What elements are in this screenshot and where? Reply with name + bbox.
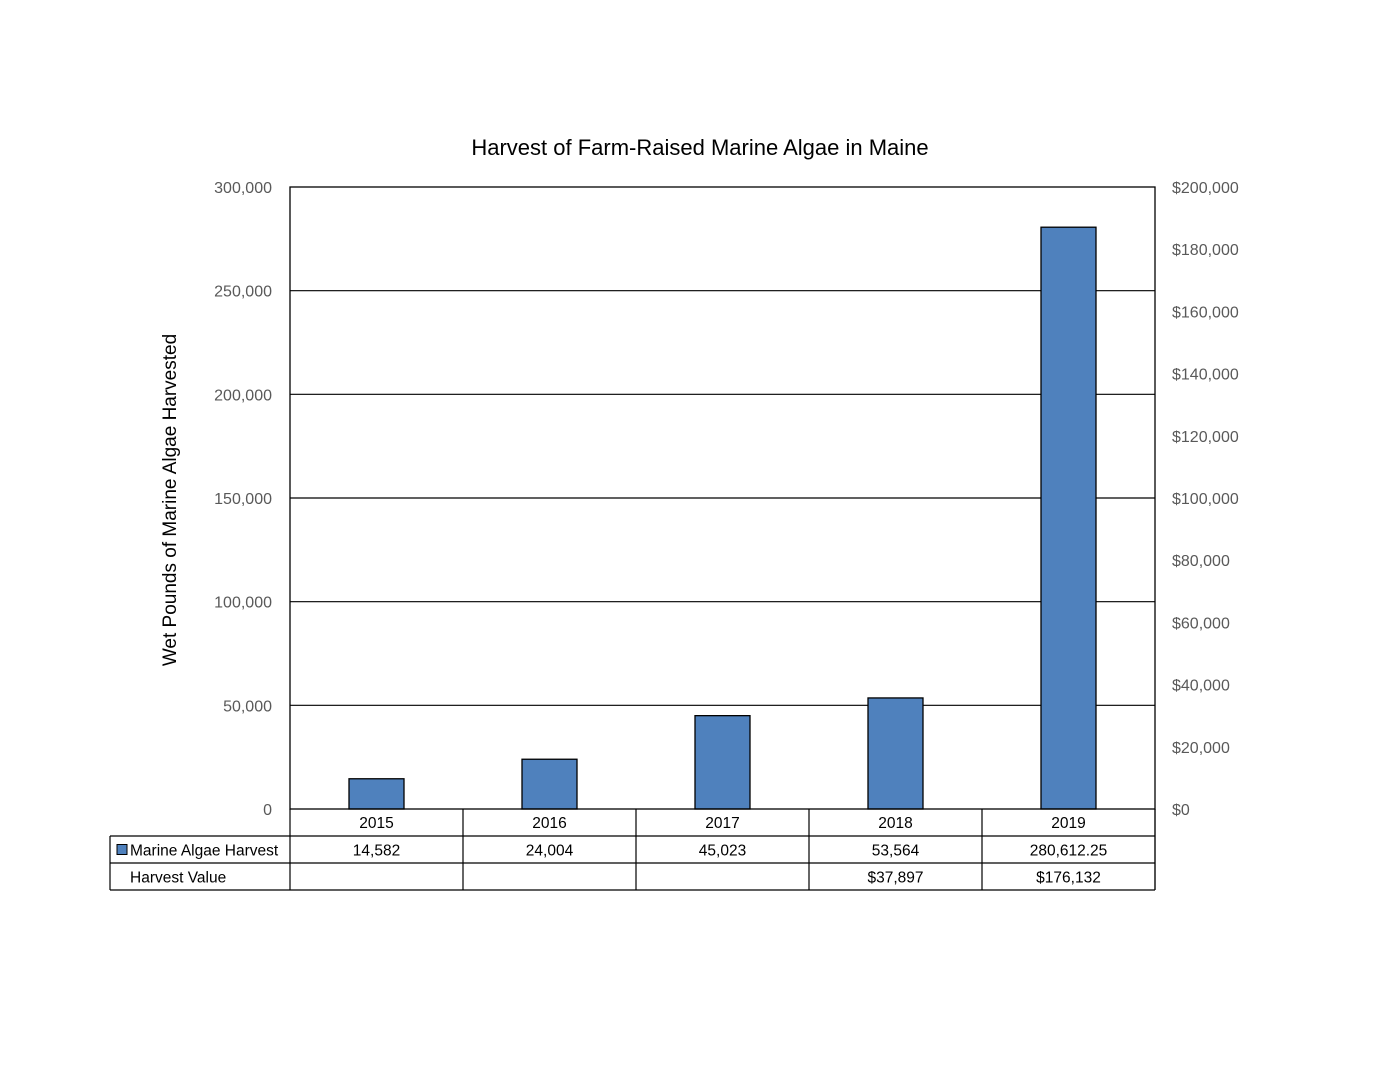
gridlines [290,291,1155,706]
y-axis-ticks: 0 50,000 100,000 150,000 200,000 250,000 300,0… [214,180,272,819]
secondary-y-tick-label: $40,000 [1172,678,1230,695]
x-tick-label: 2016 [532,815,566,832]
y-tick-label: 100,000 [214,595,272,612]
data-label: 280,612.25 [1030,843,1108,860]
x-tick-label: 2018 [878,815,912,832]
y-tick-label: 300,000 [214,180,272,197]
bar-2015 [349,779,404,809]
secondary-y-tick-label: $20,000 [1172,740,1230,757]
bar-2018 [868,698,923,809]
table-row-label: Marine Algae Harvest [130,843,279,860]
bar-2017 [695,716,750,809]
y-tick-label: 150,000 [214,491,272,508]
secondary-y-tick-label: $80,000 [1172,553,1230,570]
secondary-y-tick-label: $120,000 [1172,429,1239,446]
data-label: 14,582 [353,843,400,860]
table-row-label: Harvest Value [130,870,226,887]
x-tick-label: 2019 [1051,815,1085,832]
y-axis-label: Wet Pounds of Marine Algae Harvested [160,334,181,666]
secondary-y-tick-label: $140,000 [1172,367,1239,384]
secondary-y-tick-label: $160,000 [1172,304,1239,321]
data-label: $37,897 [867,870,923,887]
x-tick-label: 2015 [359,815,393,832]
secondary-y-tick-label: $100,000 [1172,491,1239,508]
bar-2019 [1041,227,1096,809]
data-label: 45,023 [699,843,746,860]
data-table: 2015 2016 2017 2018 2019 Marine Algae Harvest… [110,809,1155,890]
secondary-y-tick-label: $0 [1172,802,1190,819]
x-tick-label: 2017 [705,815,739,832]
secondary-y-tick-label: $180,000 [1172,242,1239,259]
secondary-y-tick-label: $200,000 [1172,180,1239,197]
data-label: $176,132 [1036,870,1101,887]
chart-title: Harvest of Farm-Raised Marine Algae in M… [471,135,928,160]
y-tick-label: 250,000 [214,284,272,301]
bar-2016 [522,759,577,809]
y-tick-label: 200,000 [214,387,272,404]
data-label: 53,564 [872,843,920,860]
secondary-y-tick-label: $60,000 [1172,615,1230,632]
secondary-y-axis-ticks: $0 $20,000 $40,000 $60,000 $80,000 $100,000 $1… [1172,180,1239,819]
data-label: 24,004 [526,843,574,860]
y-tick-label: 50,000 [223,698,272,715]
legend-key [117,845,127,855]
bars [349,227,1096,809]
y-tick-label: 0 [263,802,272,819]
